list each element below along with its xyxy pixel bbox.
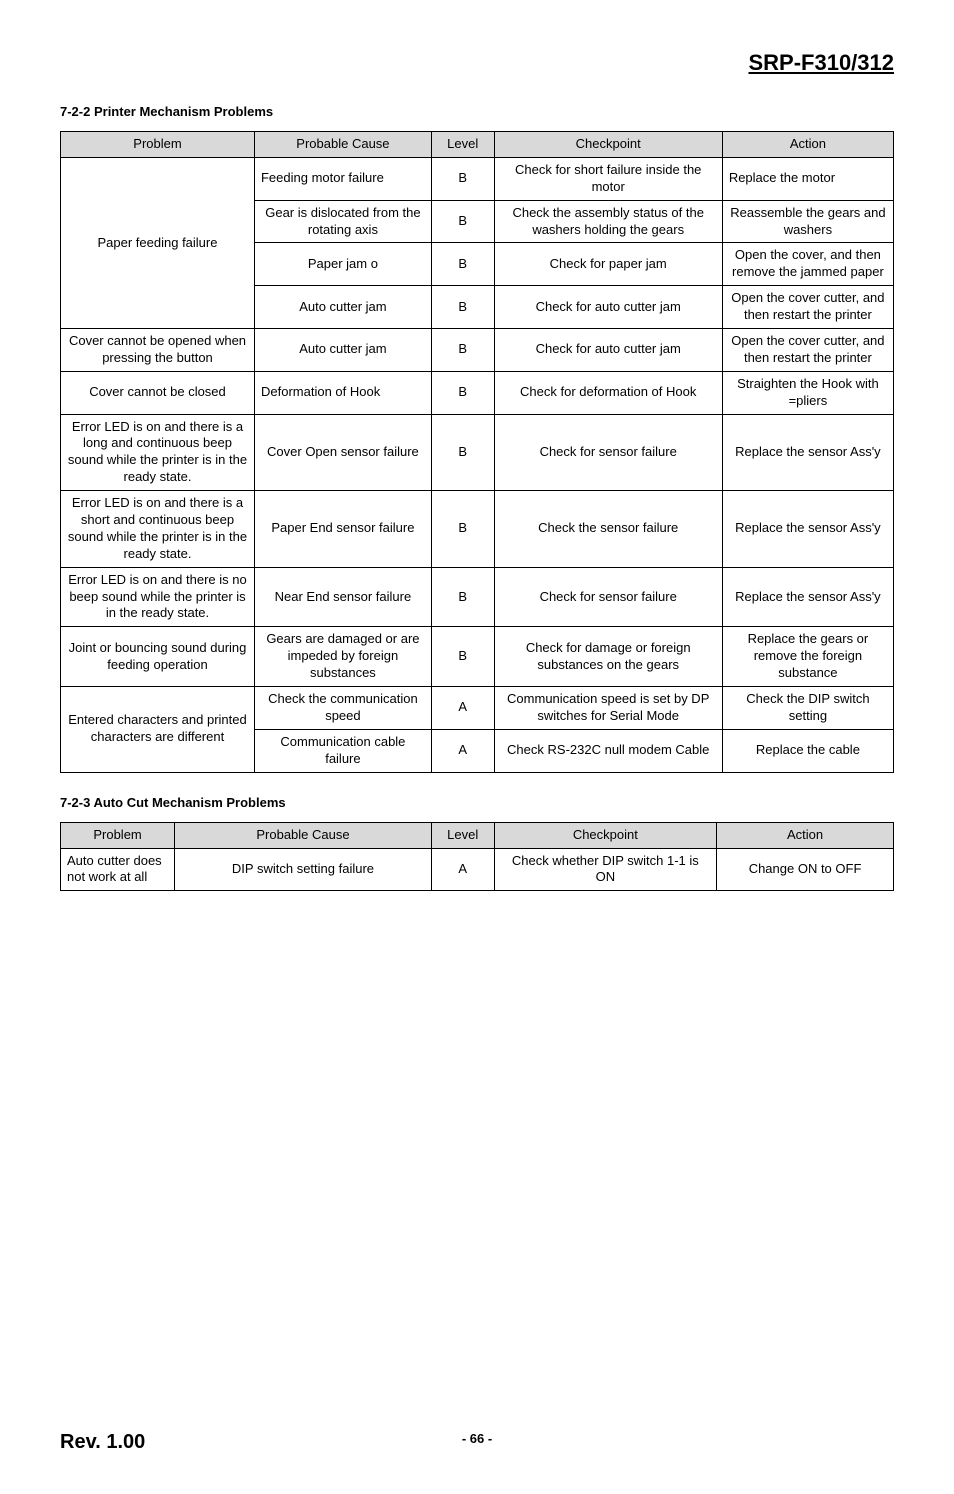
cell-level: B — [431, 414, 494, 491]
cell-level: A — [431, 729, 494, 772]
section-heading-2: 7-2-3 Auto Cut Mechanism Problems — [60, 795, 894, 810]
cell-checkpoint: Check for sensor failure — [494, 567, 722, 627]
cell-problem: Cover cannot be opened when pressing the… — [61, 329, 255, 372]
table-header-row: Problem Probable Cause Level Checkpoint … — [61, 822, 894, 848]
cell-problem: Auto cutter does not work at all — [61, 848, 175, 891]
cell-level: B — [431, 627, 494, 687]
table-row: Auto cutter does not work at all DIP swi… — [61, 848, 894, 891]
cell-checkpoint: Check RS-232C null modem Cable — [494, 729, 722, 772]
cell-cause: Communication cable failure — [254, 729, 431, 772]
doc-title: SRP-F310/312 — [60, 50, 894, 76]
cell-problem: Paper feeding failure — [61, 157, 255, 328]
auto-cut-table: Problem Probable Cause Level Checkpoint … — [60, 822, 894, 892]
col-level: Level — [431, 822, 494, 848]
cell-level: B — [431, 371, 494, 414]
cell-cause: Deformation of Hook — [254, 371, 431, 414]
cell-action: Reassemble the gears and washers — [722, 200, 893, 243]
cell-level: B — [431, 157, 494, 200]
table-row: Entered characters and printed character… — [61, 687, 894, 730]
cell-checkpoint: Check for auto cutter jam — [494, 286, 722, 329]
cell-action: Open the cover cutter, and then restart … — [722, 286, 893, 329]
cell-cause: DIP switch setting failure — [175, 848, 432, 891]
col-problem: Problem — [61, 822, 175, 848]
cell-cause: Paper End sensor failure — [254, 491, 431, 568]
cell-problem: Entered characters and printed character… — [61, 687, 255, 773]
cell-action: Replace the gears or remove the foreign … — [722, 627, 893, 687]
cell-cause: Gears are damaged or are impeded by fore… — [254, 627, 431, 687]
cell-action: Check the DIP switch setting — [722, 687, 893, 730]
printer-mechanism-table: Problem Probable Cause Level Checkpoint … — [60, 131, 894, 773]
cell-checkpoint: Check the sensor failure — [494, 491, 722, 568]
cell-checkpoint: Check for auto cutter jam — [494, 329, 722, 372]
cell-cause: Paper jam o — [254, 243, 431, 286]
col-cause: Probable Cause — [175, 822, 432, 848]
cell-level: B — [431, 567, 494, 627]
cell-cause: Check the communication speed — [254, 687, 431, 730]
section-heading-1: 7-2-2 Printer Mechanism Problems — [60, 104, 894, 119]
cell-problem: Error LED is on and there is no beep sou… — [61, 567, 255, 627]
table-row: Joint or bouncing sound during feeding o… — [61, 627, 894, 687]
cell-action: Open the cover, and then remove the jamm… — [722, 243, 893, 286]
cell-checkpoint: Check for deformation of Hook — [494, 371, 722, 414]
cell-checkpoint: Check whether DIP switch 1-1 is ON — [494, 848, 717, 891]
cell-level: B — [431, 329, 494, 372]
cell-action: Replace the sensor Ass'y — [722, 414, 893, 491]
cell-action: Replace the sensor Ass'y — [722, 491, 893, 568]
cell-level: B — [431, 200, 494, 243]
revision-label: Rev. 1.00 — [60, 1431, 145, 1454]
cell-cause: Auto cutter jam — [254, 286, 431, 329]
cell-checkpoint: Check for paper jam — [494, 243, 722, 286]
table-row: Paper feeding failure Feeding motor fail… — [61, 157, 894, 200]
cell-action: Replace the cable — [722, 729, 893, 772]
cell-action: Open the cover cutter, and then restart … — [722, 329, 893, 372]
cell-level: B — [431, 243, 494, 286]
cell-problem: Cover cannot be closed — [61, 371, 255, 414]
col-cause: Probable Cause — [254, 132, 431, 158]
cell-cause: Near End sensor failure — [254, 567, 431, 627]
cell-checkpoint: Check for short failure inside the motor — [494, 157, 722, 200]
cell-action: Replace the motor — [722, 157, 893, 200]
table-header-row: Problem Probable Cause Level Checkpoint … — [61, 132, 894, 158]
cell-action: Replace the sensor Ass'y — [722, 567, 893, 627]
col-problem: Problem — [61, 132, 255, 158]
cell-level: A — [431, 687, 494, 730]
cell-checkpoint: Check the assembly status of the washers… — [494, 200, 722, 243]
table-row: Cover cannot be closed Deformation of Ho… — [61, 371, 894, 414]
cell-action: Straighten the Hook with =pliers — [722, 371, 893, 414]
col-level: Level — [431, 132, 494, 158]
cell-checkpoint: Check for damage or foreign substances o… — [494, 627, 722, 687]
cell-checkpoint: Communication speed is set by DP switche… — [494, 687, 722, 730]
footer: Rev. 1.00 - 66 - — [60, 1431, 894, 1454]
cell-problem: Error LED is on and there is a short and… — [61, 491, 255, 568]
col-action: Action — [722, 132, 893, 158]
cell-problem: Error LED is on and there is a long and … — [61, 414, 255, 491]
table-row: Cover cannot be opened when pressing the… — [61, 329, 894, 372]
table-row: Error LED is on and there is a short and… — [61, 491, 894, 568]
cell-level: B — [431, 286, 494, 329]
cell-level: A — [431, 848, 494, 891]
cell-cause: Auto cutter jam — [254, 329, 431, 372]
cell-level: B — [431, 491, 494, 568]
table-row: Error LED is on and there is a long and … — [61, 414, 894, 491]
col-action: Action — [717, 822, 894, 848]
cell-cause: Cover Open sensor failure — [254, 414, 431, 491]
cell-cause: Feeding motor failure — [254, 157, 431, 200]
cell-problem: Joint or bouncing sound during feeding o… — [61, 627, 255, 687]
table-row: Error LED is on and there is no beep sou… — [61, 567, 894, 627]
cell-cause: Gear is dislocated from the rotating axi… — [254, 200, 431, 243]
cell-checkpoint: Check for sensor failure — [494, 414, 722, 491]
page-number: - 66 - — [462, 1431, 492, 1446]
cell-action: Change ON to OFF — [717, 848, 894, 891]
col-checkpoint: Checkpoint — [494, 132, 722, 158]
col-checkpoint: Checkpoint — [494, 822, 717, 848]
